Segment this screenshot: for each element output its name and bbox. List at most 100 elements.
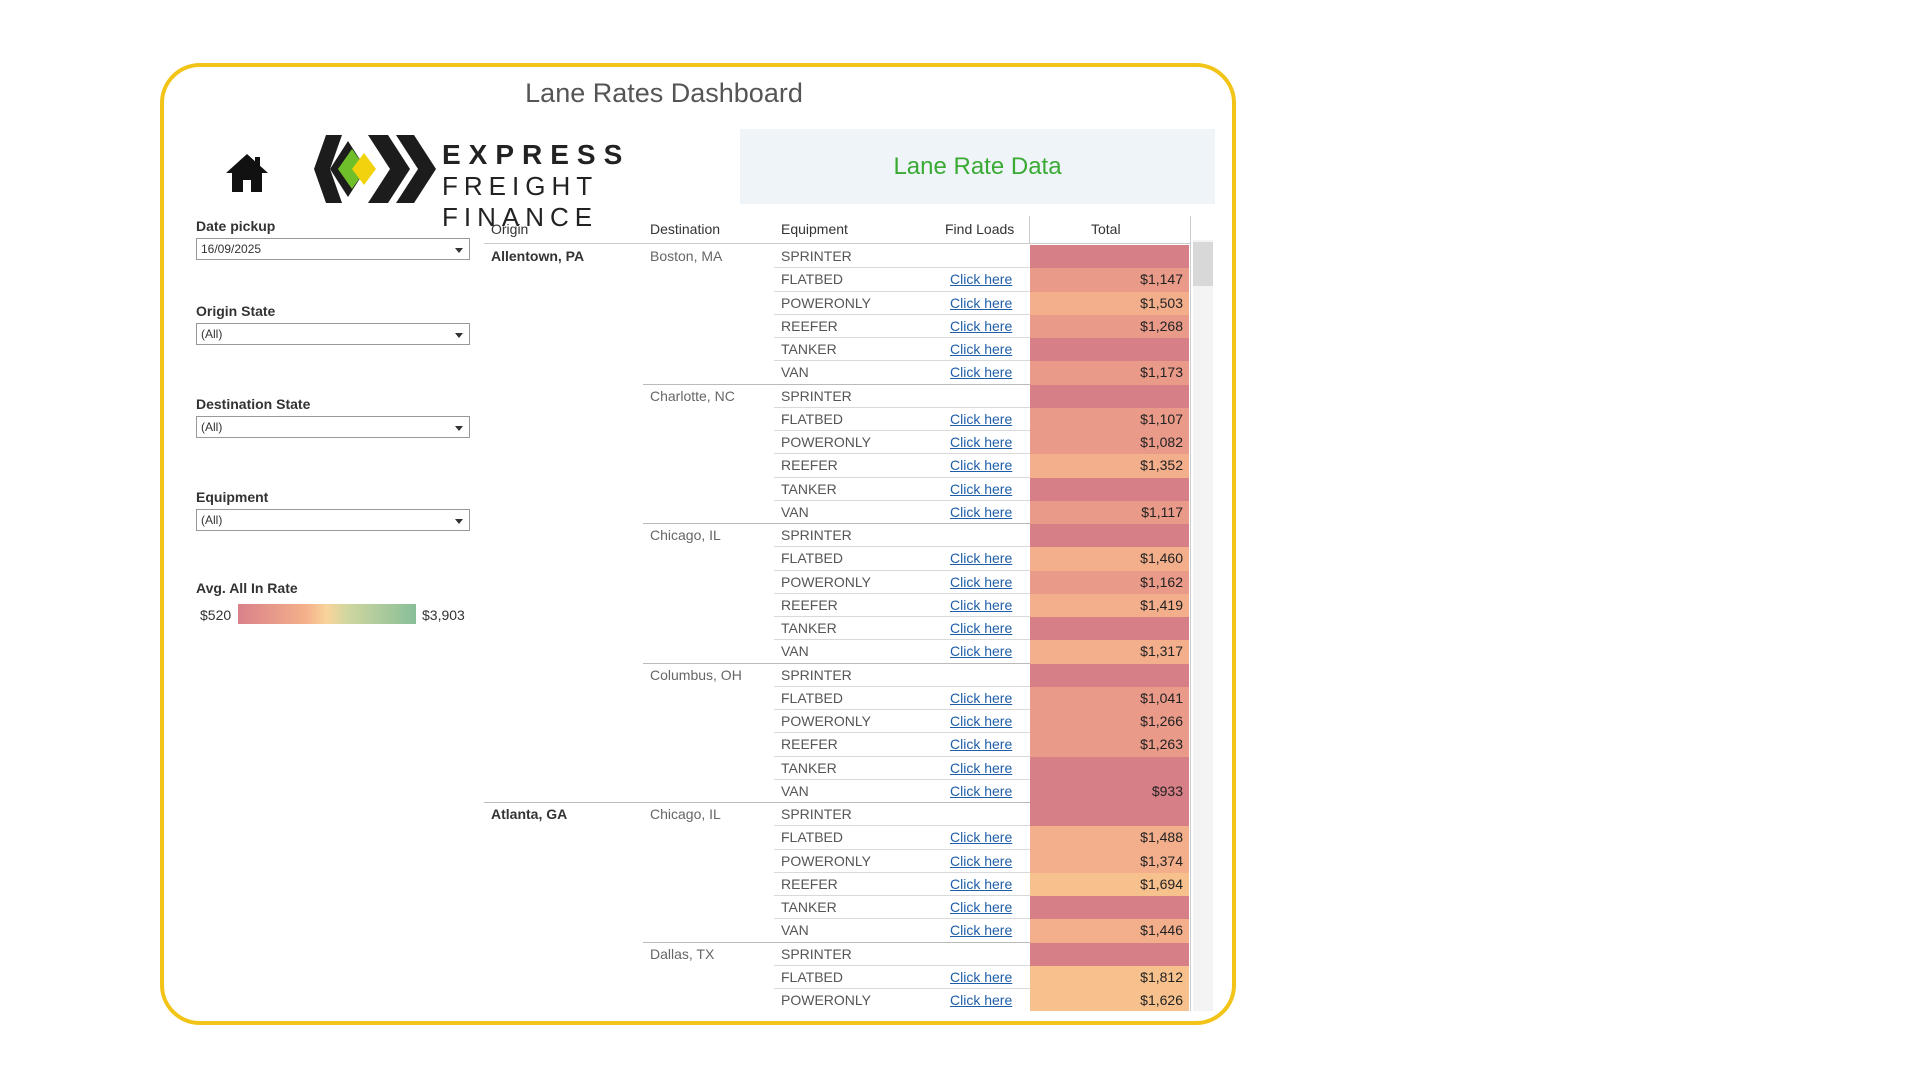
equipment-cell: REEFER xyxy=(781,736,838,753)
equipment-cell: TANKER xyxy=(781,899,837,915)
find-loads-link[interactable]: Click here xyxy=(950,503,1013,520)
origin-cell: Atlanta, GA xyxy=(491,806,568,822)
lane-rate-title: Lane Rate Data xyxy=(893,153,1062,180)
dashboard-frame: Lane Rates Dashboard EXPRESS FREIGHT FIN… xyxy=(160,63,1236,1025)
row-divider xyxy=(774,453,1030,455)
total-cell xyxy=(1030,338,1189,362)
equipment-cell: TANKER xyxy=(781,620,837,636)
filter-label-equipment: Equipment xyxy=(196,489,269,505)
find-loads-link[interactable]: Click here xyxy=(950,736,1013,753)
origin-state-value: (All) xyxy=(201,327,223,341)
find-loads-link[interactable]: Click here xyxy=(950,875,1013,892)
row-divider xyxy=(774,918,1030,920)
total-cell xyxy=(1030,384,1189,409)
find-loads-link[interactable]: Click here xyxy=(950,294,1013,311)
find-loads-link[interactable]: Click here xyxy=(950,759,1013,776)
find-loads-link[interactable]: Click here xyxy=(950,410,1013,427)
equipment-select[interactable]: (All) xyxy=(196,509,470,531)
row-divider xyxy=(774,988,1030,989)
destination-group-divider xyxy=(643,383,1030,385)
date-pickup-select[interactable]: 16/09/2025 xyxy=(196,238,470,260)
total-cell: $1,107 xyxy=(1030,407,1189,432)
total-cell xyxy=(1030,803,1189,827)
row-divider xyxy=(774,360,1030,362)
total-cell: $1,694 xyxy=(1030,872,1189,897)
equipment-cell: TANKER xyxy=(781,480,837,497)
find-loads-link[interactable]: Click here xyxy=(950,364,1013,381)
row-divider xyxy=(774,267,1030,269)
destination-group-divider xyxy=(643,941,1030,943)
row-divider xyxy=(774,499,1030,501)
row-divider xyxy=(774,290,1030,292)
total-cell: $1,446 xyxy=(1030,919,1189,943)
row-divider xyxy=(774,778,1030,780)
find-loads-link[interactable]: Click here xyxy=(950,317,1013,334)
destination-cell: Columbus, OH xyxy=(650,666,742,683)
equipment-cell: FLATBED xyxy=(781,410,843,427)
find-loads-link[interactable]: Click here xyxy=(950,922,1013,939)
filter-label-origin-state: Origin State xyxy=(196,303,276,319)
column-header-find-loads: Find Loads xyxy=(945,221,1015,237)
table-scrollbar[interactable] xyxy=(1193,240,1213,1011)
company-logo: EXPRESS FREIGHT FINANCE xyxy=(312,133,738,232)
total-cell: $933 xyxy=(1030,779,1189,804)
row-divider xyxy=(774,592,1030,594)
total-cell: $1,268 xyxy=(1030,314,1189,339)
equipment-cell: TANKER xyxy=(781,759,837,776)
find-loads-link[interactable]: Click here xyxy=(950,596,1013,613)
row-divider xyxy=(774,406,1030,408)
chevron-down-icon xyxy=(455,333,463,338)
total-cell: $1,147 xyxy=(1030,268,1189,292)
destination-cell: Charlotte, NC xyxy=(650,387,735,404)
column-divider xyxy=(1190,216,1191,1011)
chevron-down-icon xyxy=(455,248,463,253)
find-loads-link[interactable]: Click here xyxy=(950,782,1013,799)
total-cell xyxy=(1030,896,1189,920)
find-loads-link[interactable]: Click here xyxy=(950,573,1013,590)
find-loads-link[interactable]: Click here xyxy=(950,689,1013,706)
find-loads-link[interactable]: Click here xyxy=(950,643,1013,660)
total-cell: $1,082 xyxy=(1030,431,1189,455)
find-loads-link[interactable]: Click here xyxy=(950,271,1013,288)
find-loads-link[interactable]: Click here xyxy=(950,829,1013,846)
find-loads-link[interactable]: Click here xyxy=(950,341,1013,357)
filter-label-date: Date pickup xyxy=(196,218,276,234)
equipment-cell: SPRINTER xyxy=(781,248,852,264)
equipment-cell: FLATBED xyxy=(781,689,843,706)
find-loads-link[interactable]: Click here xyxy=(950,713,1013,729)
chevron-down-icon xyxy=(455,426,463,431)
row-divider xyxy=(774,616,1030,617)
total-cell: $1,117 xyxy=(1030,500,1189,525)
total-cell xyxy=(1030,663,1189,688)
find-loads-link[interactable]: Click here xyxy=(950,992,1013,1008)
row-divider xyxy=(774,313,1030,315)
find-loads-link[interactable]: Click here xyxy=(950,550,1013,567)
total-cell xyxy=(1030,617,1189,641)
equipment-cell: FLATBED xyxy=(781,271,843,288)
origin-state-select[interactable]: (All) xyxy=(196,323,470,345)
equipment-cell: FLATBED xyxy=(781,550,843,567)
home-icon[interactable] xyxy=(224,152,270,194)
total-cell: $1,374 xyxy=(1030,849,1189,874)
total-cell xyxy=(1030,524,1189,548)
total-cell: $1,041 xyxy=(1030,686,1189,711)
scrollbar-thumb[interactable] xyxy=(1193,242,1213,286)
legend-title: Avg. All In Rate xyxy=(196,580,298,596)
row-divider xyxy=(774,732,1030,734)
equipment-cell: VAN xyxy=(781,364,809,381)
equipment-cell: POWERONLY xyxy=(781,294,871,311)
equipment-cell: VAN xyxy=(781,782,809,799)
equipment-cell: FLATBED xyxy=(781,968,843,985)
find-loads-link[interactable]: Click here xyxy=(950,434,1013,450)
find-loads-link[interactable]: Click here xyxy=(950,968,1013,985)
find-loads-link[interactable]: Click here xyxy=(950,480,1013,497)
find-loads-link[interactable]: Click here xyxy=(950,899,1013,915)
row-divider xyxy=(774,569,1030,571)
find-loads-link[interactable]: Click here xyxy=(950,620,1013,636)
destination-state-select[interactable]: (All) xyxy=(196,416,470,438)
page-title: Lane Rates Dashboard xyxy=(525,78,803,108)
equipment-cell: TANKER xyxy=(781,341,837,357)
find-loads-link[interactable]: Click here xyxy=(950,852,1013,869)
row-divider xyxy=(774,825,1030,827)
find-loads-link[interactable]: Click here xyxy=(950,457,1013,474)
